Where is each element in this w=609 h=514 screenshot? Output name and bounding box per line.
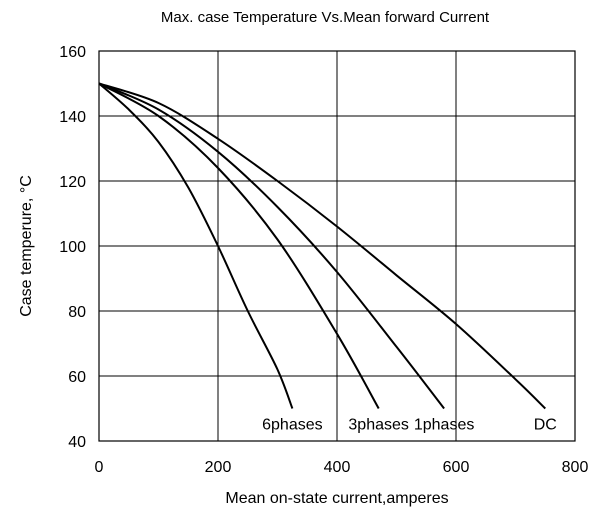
series-line-1phases (98, 82, 445, 410)
series-label-3phases: 3phases (348, 417, 409, 434)
series-label-1phases: 1phases (414, 417, 475, 434)
series-label-DC: DC (534, 417, 557, 434)
series-label-6phases: 6phases (262, 417, 323, 434)
series-line-DC (98, 82, 546, 410)
x-tick-label: 400 (324, 459, 351, 476)
grid-lines (99, 51, 575, 441)
y-tick-label: 100 (59, 239, 86, 256)
x-tick-label: 0 (95, 459, 104, 476)
tick-labels: 0 200 400 600 800 40 60 80 100 120 140 160 (59, 44, 588, 476)
y-axis-label: Case temperure, °C (18, 175, 35, 317)
x-tick-label: 600 (443, 459, 470, 476)
y-tick-label: 80 (68, 304, 86, 321)
series-line-3phases (98, 82, 380, 409)
y-tick-label: 40 (68, 434, 86, 451)
y-tick-label: 60 (68, 369, 86, 386)
y-tick-label: 140 (59, 109, 86, 126)
y-tick-label: 160 (59, 44, 86, 61)
series-line-6phases (98, 82, 294, 409)
y-tick-label: 120 (59, 174, 86, 191)
chart-title: Max. case Temperature Vs.Mean forward Cu… (161, 9, 490, 26)
series-lines (98, 82, 546, 410)
plot-frame (98, 50, 576, 442)
x-axis-label: Mean on-state current,amperes (225, 490, 448, 507)
series-labels: 6phases 3phases 1phases DC (262, 417, 557, 434)
x-tick-label: 800 (562, 459, 589, 476)
x-tick-label: 200 (205, 459, 232, 476)
